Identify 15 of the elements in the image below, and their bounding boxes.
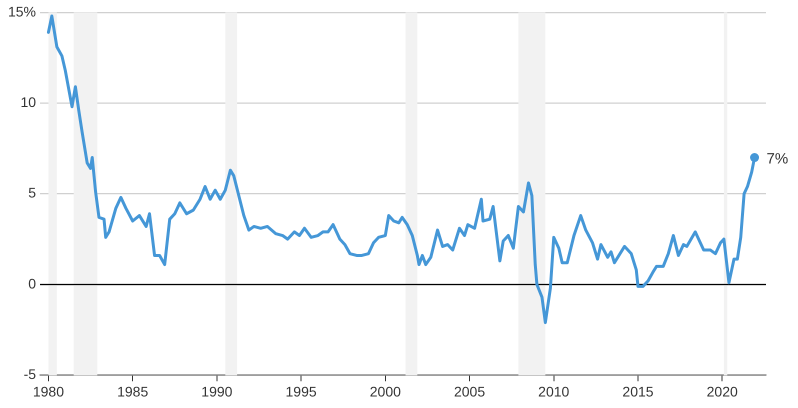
x-tick-label: 1985	[117, 383, 148, 400]
x-tick-label: 2020	[706, 383, 738, 400]
y-tick-label: 10	[20, 94, 36, 110]
y-tick-label: -5	[24, 366, 36, 382]
x-tick-label: 2000	[370, 383, 402, 400]
y-tick-label: 5	[28, 184, 36, 201]
x-tick-label: 1990	[201, 383, 233, 400]
annotation: 7%	[766, 150, 788, 168]
x-tick-label: 1980	[32, 383, 64, 400]
x-tick-label: 2010	[538, 383, 570, 400]
y-tick-label: 0	[28, 275, 36, 292]
x-tick-label: 2015	[622, 383, 654, 400]
x-tick-label: 1995	[286, 383, 317, 400]
y-tick-label: 15%	[8, 3, 36, 20]
x-tick-label: 2005	[454, 383, 486, 400]
